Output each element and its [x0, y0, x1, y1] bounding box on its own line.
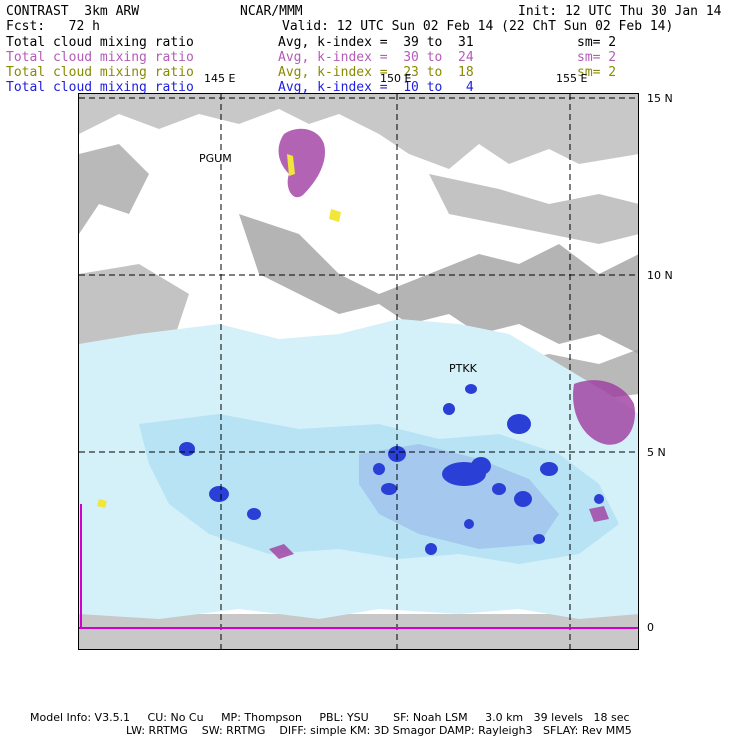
field-sm-1: sm= 2 — [577, 35, 617, 50]
field-name-1: Total cloud mixing ratio — [6, 35, 194, 50]
model-title: CONTRAST 3km ARW — [6, 4, 140, 19]
forecast-hour: Fcst: 72 h — [6, 19, 100, 34]
field-avg-3: Avg, k-index = 23 to 18 — [278, 65, 474, 80]
field-sm-3: sm= 2 — [577, 65, 617, 80]
lat-lon-grid — [79, 94, 638, 649]
footer-model-physics: LW: RRTMG SW: RRTMG DIFF: simple KM: 3D … — [126, 724, 632, 737]
org-label: NCAR/MMM — [240, 4, 303, 19]
station-pgum: PGUM — [199, 152, 232, 165]
field-avg-4: Avg, k-index = 10 to 4 — [278, 80, 474, 95]
valid-time: Valid: 12 UTC Sun 02 Feb 14 (22 ChT Sun … — [282, 19, 674, 34]
lat-label-15n: 15 N — [647, 92, 673, 105]
blue-core-layer — [179, 384, 604, 555]
yellow-cloud-layer — [97, 154, 341, 508]
magenta-cloud-layer — [269, 128, 635, 559]
lon-label-145: 145 E — [204, 72, 236, 85]
field-name-2: Total cloud mixing ratio — [6, 50, 194, 65]
lat-label-5n: 5 N — [647, 446, 666, 459]
lat-label-0: 0 — [647, 621, 654, 634]
field-avg-1: Avg, k-index = 39 to 31 — [278, 35, 474, 50]
field-sm-2: sm= 2 — [577, 50, 617, 65]
cloud-map-panel: PGUM PTKK — [78, 93, 639, 650]
station-ptkk: PTKK — [449, 362, 477, 375]
lon-label-155: 155 E — [556, 72, 588, 85]
field-name-4: Total cloud mixing ratio — [6, 80, 194, 95]
cloud-map-svg — [79, 94, 638, 649]
field-name-3: Total cloud mixing ratio — [6, 65, 194, 80]
lat-label-10n: 10 N — [647, 269, 673, 282]
footer-model-info: Model Info: V3.5.1 CU: No Cu MP: Thompso… — [30, 711, 630, 724]
init-time: Init: 12 UTC Thu 30 Jan 14 — [518, 4, 722, 19]
lon-label-150: 150 E — [380, 72, 412, 85]
field-avg-2: Avg, k-index = 30 to 24 — [278, 50, 474, 65]
